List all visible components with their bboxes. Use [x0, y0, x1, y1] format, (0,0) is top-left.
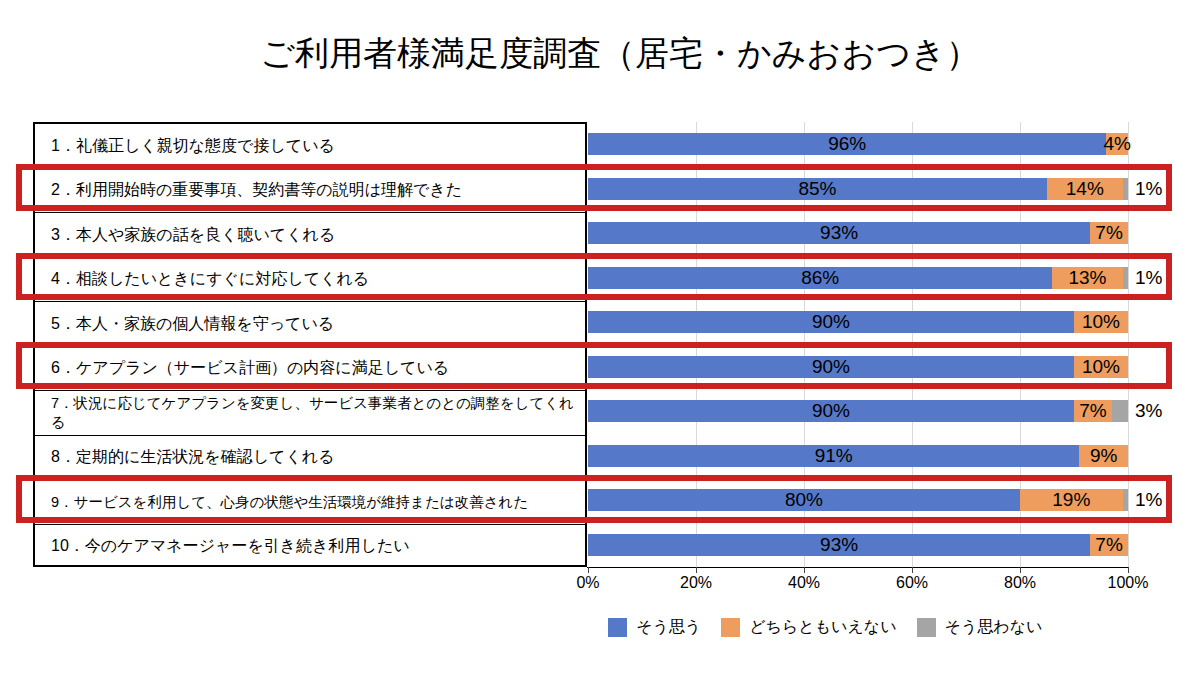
question-label: 3．本人や家族の話を良く聴いてくれる [35, 212, 585, 258]
bar-segment-そう思わない [1112, 400, 1128, 422]
question-label: 7．状況に応じてケアプランを変更し、サービス事業者とのとの調整をしてくれる [35, 390, 585, 436]
data-label: 93% [820, 222, 858, 244]
data-label: 96% [828, 133, 866, 155]
axis-tick-label: 60% [896, 574, 928, 592]
data-label: 7% [1095, 534, 1122, 556]
legend-swatch [608, 618, 627, 637]
axis-tick [912, 567, 913, 573]
axis-tick-label: 80% [1004, 574, 1036, 592]
legend-label: どちらともいえない [749, 617, 896, 638]
data-label: 90% [812, 400, 850, 422]
legend-swatch [721, 618, 740, 637]
data-label: 7% [1095, 222, 1122, 244]
legend-swatch [917, 618, 936, 637]
highlight-box-q2 [16, 164, 1172, 212]
legend-item-そう思わない: そう思わない [917, 617, 1043, 638]
highlight-box-q4 [16, 253, 1172, 301]
axis-tick [588, 567, 589, 573]
x-axis [587, 567, 1128, 568]
axis-tick [1128, 567, 1129, 573]
axis-tick [804, 567, 805, 573]
data-label: 9% [1090, 445, 1117, 467]
data-label: 3% [1135, 400, 1162, 422]
data-label: 10% [1082, 311, 1120, 333]
data-label: 90% [812, 311, 850, 333]
axis-tick-label: 40% [788, 574, 820, 592]
axis-tick [1020, 567, 1021, 573]
data-label: 91% [815, 445, 853, 467]
highlight-box-q9 [16, 475, 1172, 523]
axis-tick-label: 20% [680, 574, 712, 592]
legend: そう思う どちらともいえない そう思わない [608, 617, 1062, 638]
data-label: 93% [820, 534, 858, 556]
question-label: 10．今のケアマネージャーを引き続き利用したい [35, 524, 585, 570]
axis-tick-label: 0% [576, 574, 599, 592]
legend-label: そう思う [636, 617, 701, 638]
question-label: 5．本人・家族の個人情報を守っている [35, 301, 585, 347]
data-label: 7% [1079, 400, 1106, 422]
legend-item-どちらともいえない: どちらともいえない [721, 617, 896, 638]
data-label: 4% [1103, 133, 1130, 155]
highlight-box-q6 [16, 342, 1172, 390]
legend-label: そう思わない [945, 617, 1043, 638]
axis-tick [696, 567, 697, 573]
chart-area: 1．礼儀正しく親切な態度で接している2．利用開始時の重要事項、契約書等の説明は理… [0, 0, 1200, 680]
legend-item-そう思う: そう思う [608, 617, 701, 638]
axis-tick-label: 100% [1108, 574, 1149, 592]
question-label: 8．定期的に生活状況を確認してくれる [35, 435, 585, 481]
question-label: 1．礼儀正しく親切な態度で接している [35, 124, 585, 169]
